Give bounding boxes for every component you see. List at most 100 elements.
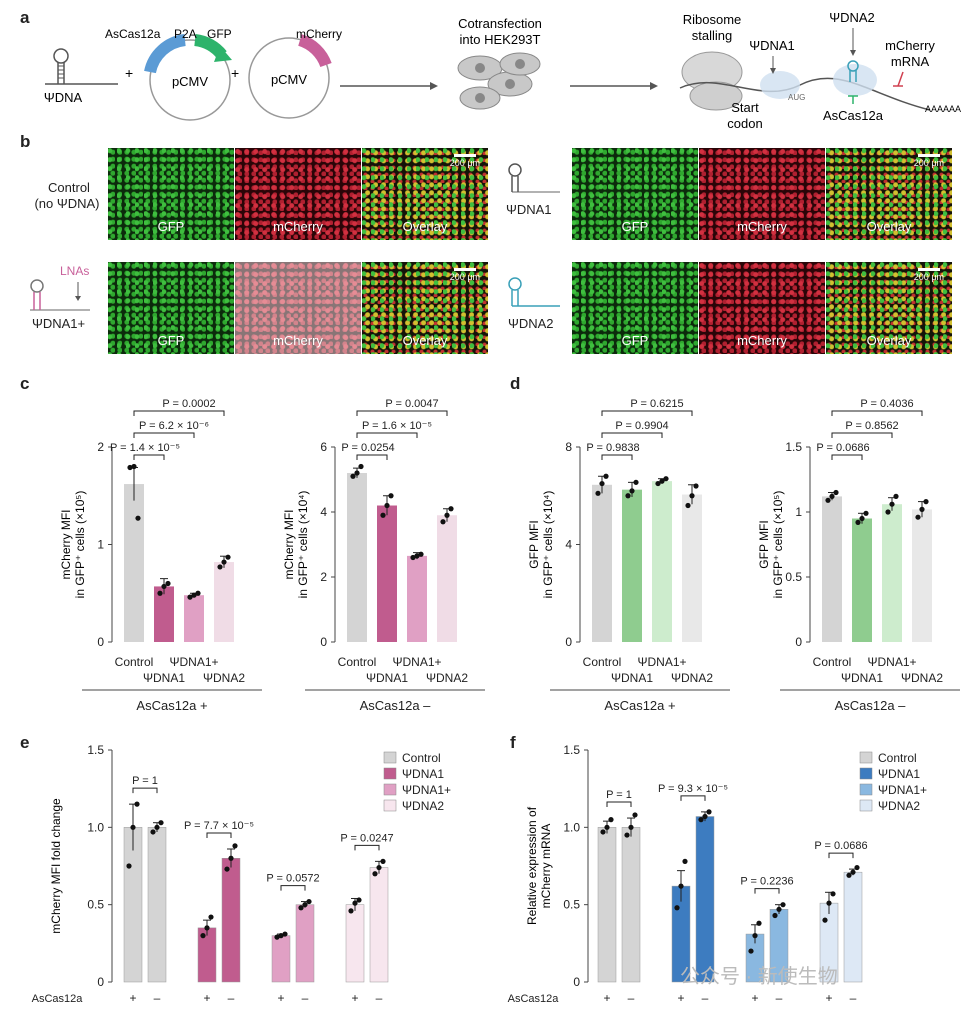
group-label: AsCas12a – — [360, 698, 432, 713]
data-point — [889, 501, 895, 507]
x-category-label: Control — [115, 655, 154, 669]
cas-sign-label: + — [751, 991, 758, 1005]
legend-label: ΨDNA1+ — [402, 783, 451, 797]
ribosome-label-1: Ribosome — [683, 12, 742, 27]
data-point — [150, 829, 156, 835]
plasmid-2 — [248, 37, 330, 119]
data-point — [923, 499, 929, 505]
data-point — [157, 590, 163, 596]
data-point — [682, 858, 688, 864]
data-point — [418, 551, 424, 557]
cas-sign-label: – — [702, 991, 709, 1005]
plus-sign-1: + — [125, 65, 133, 81]
bar — [369, 867, 389, 983]
psi-dna-label: ΨDNA — [44, 90, 83, 105]
bar — [852, 518, 872, 642]
p-value-label: P = 1 — [132, 775, 158, 787]
panel-letter-b: b — [20, 132, 31, 151]
y-tick-label: 1 — [795, 505, 802, 519]
data-point — [282, 931, 288, 937]
x-category-label: ΨDNA1+ — [867, 655, 916, 669]
data-point — [863, 510, 869, 516]
row-label-psidna2: ΨDNA2 — [508, 316, 554, 331]
data-point — [354, 470, 360, 476]
bar — [407, 555, 427, 642]
p2a-label: P2A — [174, 27, 197, 41]
data-point — [384, 502, 390, 509]
data-point — [380, 512, 386, 518]
cotransfection-label-2: into HEK293T — [460, 32, 541, 47]
cas-sign-label: – — [228, 991, 235, 1005]
data-point — [380, 858, 386, 864]
data-point — [830, 891, 836, 897]
mrna-strand — [679, 77, 931, 111]
data-point — [599, 480, 605, 487]
y-axis-label-line1: Relative expression of — [525, 806, 539, 925]
plus-sign-2: + — [231, 65, 239, 81]
data-point — [298, 905, 304, 911]
p-value-bracket — [133, 454, 165, 460]
watermark: 公众号 · 新使生物 — [680, 966, 838, 988]
y-axis-label: GFP MFI in GFP⁺ cells (×10⁵) — [757, 491, 785, 599]
data-point — [846, 872, 852, 878]
y-tick-label: 0 — [97, 635, 104, 649]
y-axis-label: mCherry MFI in GFP⁺ cells (×10⁵) — [59, 491, 87, 599]
data-point — [358, 463, 364, 470]
data-point — [772, 912, 778, 919]
cotransfection-label-1: Cotransfection — [458, 16, 542, 31]
p-value-label: P = 0.0572 — [266, 873, 319, 885]
plasmid-1 — [149, 39, 231, 121]
hek293t-cells-icon — [457, 52, 541, 110]
row-label-control-2: (no ΨDNA) — [34, 196, 100, 211]
data-point — [414, 553, 420, 559]
channel-label: Overlay — [866, 333, 912, 348]
psi-dna2-label-a: ΨDNA2 — [829, 10, 875, 25]
x-category-label: Control — [813, 655, 852, 669]
micrograph-psidna1plus: GFP mCherry Overlay 200 μm — [108, 262, 488, 354]
p-value-label: P = 6.2 × 10⁻⁶ — [139, 420, 209, 432]
p-value-label: P = 0.2236 — [740, 876, 793, 888]
data-point — [154, 824, 160, 830]
p-value-bracket — [601, 454, 633, 460]
p-value-bracket — [354, 844, 380, 851]
mcherry-label: mCherry — [296, 27, 342, 41]
data-point — [135, 515, 141, 521]
group-label: AsCas12a + — [604, 698, 675, 713]
data-point — [756, 920, 762, 926]
p-value-label: P = 1.4 × 10⁻⁵ — [110, 442, 180, 454]
data-point — [919, 506, 925, 512]
bar — [621, 827, 641, 983]
data-point — [829, 493, 835, 499]
data-point — [628, 824, 634, 830]
data-point — [274, 934, 280, 940]
psi-dna1-hairpin-icon — [508, 163, 560, 193]
data-point — [678, 883, 684, 889]
p-value-bracket — [831, 454, 863, 460]
legend-swatch — [859, 799, 873, 812]
pcmv-label-2: pCMV — [271, 72, 307, 87]
group-label: AsCas12a – — [835, 698, 907, 713]
data-point — [632, 812, 638, 818]
y-tick-label: 6 — [320, 440, 327, 454]
legend-label: ΨDNA2 — [402, 799, 444, 813]
cas-row-label: AsCas12a — [508, 993, 560, 1005]
y-tick-label: 0 — [320, 635, 327, 649]
data-point — [629, 488, 635, 494]
cas-sign-label: + — [277, 991, 284, 1005]
data-point — [855, 519, 861, 526]
p-value-label: P = 0.4036 — [860, 398, 913, 410]
p-value-bracket — [356, 410, 448, 416]
channel-label: Overlay — [402, 333, 448, 348]
bar — [822, 496, 842, 642]
legend-swatch — [859, 783, 873, 796]
bar — [437, 515, 457, 642]
y-axis-label-line1: mCherry MFI — [59, 510, 73, 580]
scale-bar: 200 μm — [914, 154, 944, 168]
y-tick-label: 0 — [97, 975, 104, 989]
p-value-label: P = 0.0247 — [340, 832, 393, 844]
data-point — [915, 514, 921, 520]
y-axis-label-line2: in GFP⁺ cells (×10⁴) — [541, 491, 555, 599]
row-label-control: Control — [48, 180, 90, 195]
data-point — [655, 480, 661, 487]
